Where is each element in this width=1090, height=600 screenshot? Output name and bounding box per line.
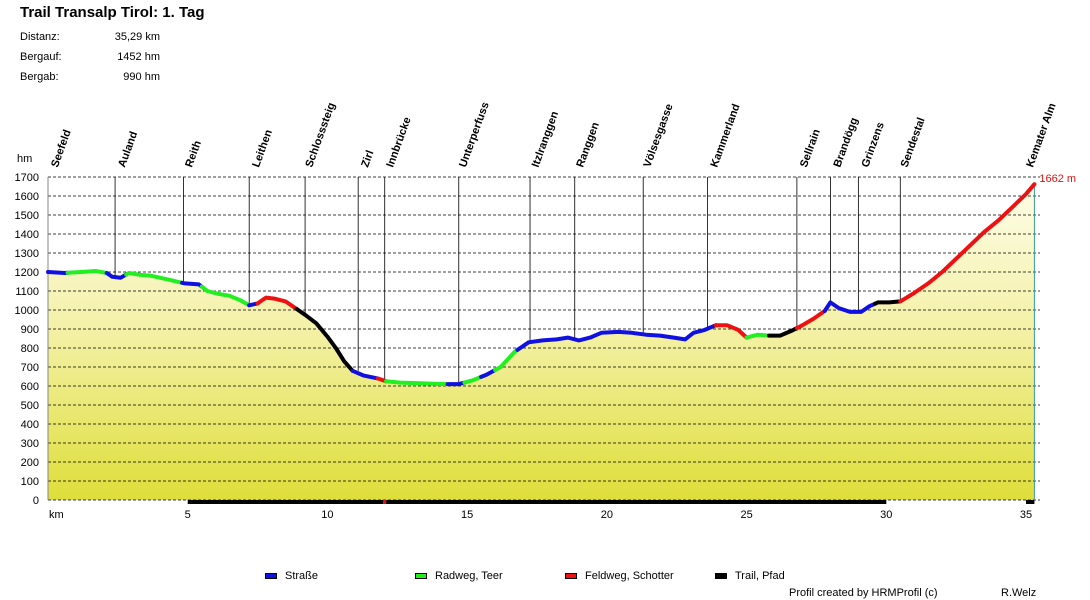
x-tick-label: 15 <box>461 509 473 521</box>
y-tick-label: 1400 <box>15 229 39 241</box>
bottom-bar-segment <box>386 500 887 504</box>
waypoint-label: Sendestal <box>899 116 928 169</box>
y-axis-unit-label: hm <box>17 153 32 165</box>
legend-label-strasse: Straße <box>285 570 319 582</box>
profile-segment <box>255 295 299 311</box>
x-tick-label: 5 <box>185 509 191 521</box>
waypoint-label: Sellrain <box>798 127 823 169</box>
x-tick-label: 10 <box>321 509 333 521</box>
y-tick-label: 300 <box>21 438 39 450</box>
legend-label-radweg: Radweg, Teer <box>435 570 503 582</box>
end-elevation-annotation: 1662 m <box>1039 173 1076 185</box>
profile-segment <box>104 271 129 280</box>
profile-segment <box>479 368 498 379</box>
y-tick-label: 1100 <box>15 286 39 298</box>
stat-value-ascent: 1452 hm <box>117 51 160 63</box>
y-tick-label: 500 <box>21 400 39 412</box>
y-tick-label: 1500 <box>15 210 39 222</box>
legend-swatch-trail <box>715 573 727 580</box>
waypoint-label: Reith <box>183 139 204 169</box>
waypoint-label: Unterperfuss <box>457 101 492 169</box>
waypoint-label: Auland <box>116 130 140 169</box>
legend-swatch-strasse <box>265 573 277 580</box>
profile-segment <box>744 332 771 340</box>
waypoint-label: Kammerland <box>709 102 743 169</box>
y-tick-label: 800 <box>21 343 39 355</box>
footer-credit: Profil created by HRMProfil (c) <box>789 587 938 599</box>
bottom-bar-segment <box>1026 500 1035 504</box>
stat-label-descent: Bergab: <box>20 71 59 83</box>
legend-label-feldweg: Feldweg, Schotter <box>585 570 674 582</box>
profile-segment <box>294 307 355 373</box>
profile-segment <box>65 269 109 275</box>
waypoint-label: Zirl <box>359 149 376 169</box>
legend-item-radweg: Radweg, Teer <box>415 569 503 583</box>
bottom-bar-segment <box>383 500 387 504</box>
profile-segment <box>350 368 380 381</box>
y-tick-label: 900 <box>21 324 39 336</box>
waypoint-label: Völsesgasse <box>642 102 676 169</box>
waypoint-label: Schlosssteig <box>303 101 337 169</box>
waypoint-label: Grinzens <box>859 121 886 169</box>
profile-segment <box>713 323 749 340</box>
x-axis-unit-label: km <box>49 509 64 521</box>
y-tick-label: 1600 <box>15 191 39 203</box>
profile-segment <box>445 380 467 387</box>
profile-segment <box>515 323 718 352</box>
y-tick-label: 1200 <box>15 267 39 279</box>
x-tick-label: 20 <box>601 509 613 521</box>
y-tick-label: 400 <box>21 419 39 431</box>
profile-segment <box>898 182 1037 304</box>
profile-segment <box>46 270 70 275</box>
x-tick-label: 35 <box>1020 509 1032 521</box>
legend-swatch-feldweg <box>565 573 577 580</box>
legend-swatch-radweg <box>415 573 427 580</box>
profile-segment <box>462 374 484 385</box>
profile-segment <box>794 308 827 331</box>
profile-segment <box>873 299 903 306</box>
footer-author: R.Welz <box>1001 587 1037 599</box>
waypoint-label: Innbrücke <box>384 116 413 170</box>
y-tick-label: 100 <box>21 476 39 488</box>
stat-value-descent: 990 hm <box>123 71 160 83</box>
legend-item-feldweg: Feldweg, Schotter <box>565 569 674 583</box>
x-tick-label: 30 <box>880 509 892 521</box>
stat-value-distance: 35,29 km <box>114 31 160 43</box>
waypoint-label: Itzlranggen <box>530 110 561 169</box>
legend-label-trail: Trail, Pfad <box>735 570 785 582</box>
y-tick-label: 1000 <box>15 305 39 317</box>
profile-segment <box>124 271 185 285</box>
chart-title: Trail Transalp Tirol: 1. Tag <box>20 4 205 21</box>
y-tick-label: 700 <box>21 362 39 374</box>
waypoint-label: Leithen <box>250 128 275 169</box>
waypoint-label: Seefeld <box>49 128 74 169</box>
y-tick-label: 1700 <box>15 172 39 184</box>
waypoint-label: Ranggen <box>574 120 601 169</box>
legend-item-strasse: Straße <box>265 569 318 583</box>
x-tick-label: 25 <box>740 509 752 521</box>
waypoint-label: Kemater Alm <box>1024 101 1058 169</box>
stat-label-ascent: Bergauf: <box>20 51 62 63</box>
waypoint-label: Brandögg <box>832 116 861 169</box>
profile-segment <box>384 379 450 387</box>
y-tick-label: 0 <box>33 495 39 507</box>
y-tick-label: 200 <box>21 457 39 469</box>
legend-item-trail: Trail, Pfad <box>715 569 785 583</box>
profile-segment <box>822 300 878 314</box>
profile-segment <box>766 326 799 338</box>
bottom-bar-segment <box>187 500 384 504</box>
y-tick-label: 600 <box>21 381 39 393</box>
stat-label-distance: Distanz: <box>20 31 60 43</box>
y-tick-label: 1300 <box>15 248 39 260</box>
profile-segment <box>199 284 252 308</box>
